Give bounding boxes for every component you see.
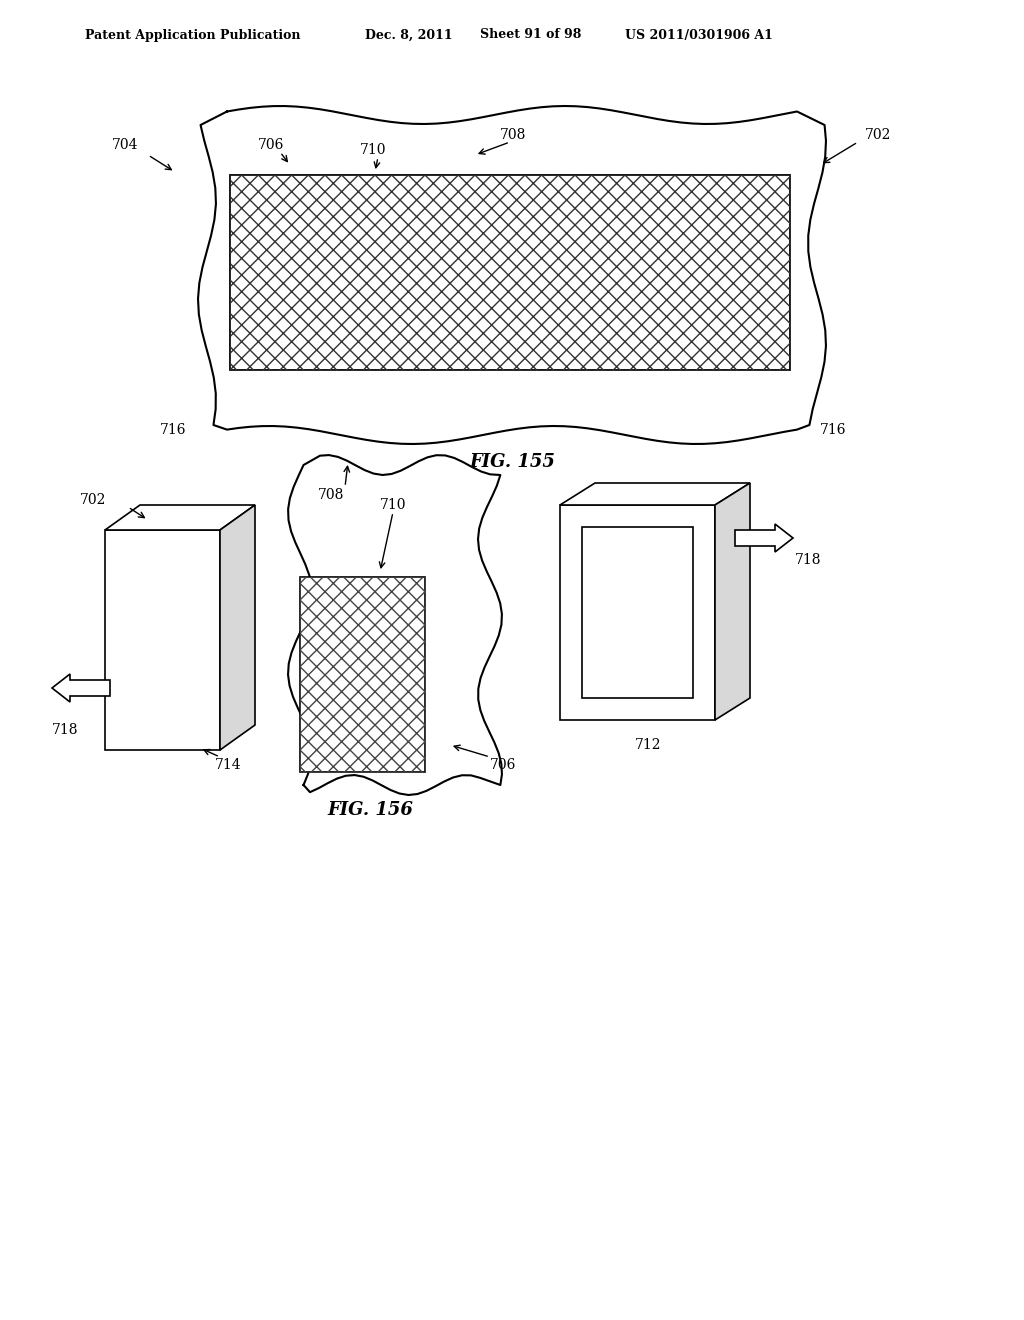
Polygon shape <box>52 675 110 702</box>
Text: 706: 706 <box>258 139 285 152</box>
Text: 712: 712 <box>635 738 662 752</box>
Polygon shape <box>105 531 220 750</box>
Polygon shape <box>560 483 750 506</box>
Polygon shape <box>198 106 826 444</box>
Text: 716: 716 <box>160 422 186 437</box>
Text: FIG. 155: FIG. 155 <box>469 453 555 471</box>
Text: Sheet 91 of 98: Sheet 91 of 98 <box>480 29 582 41</box>
Text: 710: 710 <box>360 143 386 157</box>
Text: 702: 702 <box>865 128 891 143</box>
Text: 716: 716 <box>820 422 847 437</box>
Polygon shape <box>715 483 750 719</box>
Text: 714: 714 <box>215 758 242 772</box>
Polygon shape <box>582 527 693 698</box>
Polygon shape <box>560 506 715 719</box>
Text: 702: 702 <box>80 492 106 507</box>
Text: 708: 708 <box>318 488 344 502</box>
Bar <box>230 176 790 370</box>
Text: 708: 708 <box>500 128 526 143</box>
Text: FIG. 156: FIG. 156 <box>327 801 413 818</box>
Polygon shape <box>288 455 502 795</box>
Polygon shape <box>220 506 255 750</box>
Text: 710: 710 <box>380 498 407 512</box>
Polygon shape <box>735 524 793 552</box>
Polygon shape <box>300 577 425 772</box>
Bar <box>300 577 425 772</box>
Bar <box>230 176 790 370</box>
Polygon shape <box>105 506 255 531</box>
Text: 704: 704 <box>112 139 138 152</box>
Text: US 2011/0301906 A1: US 2011/0301906 A1 <box>625 29 773 41</box>
Text: 706: 706 <box>490 758 516 772</box>
Text: Patent Application Publication: Patent Application Publication <box>85 29 300 41</box>
Text: 718: 718 <box>52 723 79 737</box>
Text: Dec. 8, 2011: Dec. 8, 2011 <box>365 29 453 41</box>
Text: 718: 718 <box>795 553 821 568</box>
